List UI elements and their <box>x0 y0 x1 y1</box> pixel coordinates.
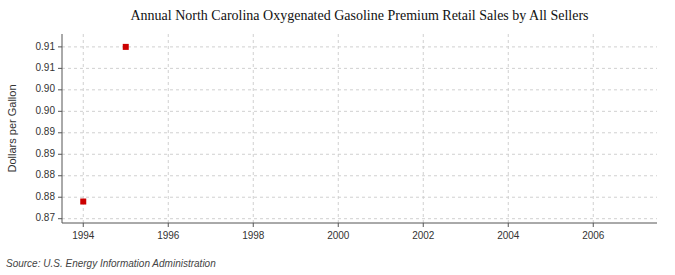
y-tick-label: 0.88 <box>36 169 56 180</box>
x-grid-line <box>253 34 254 223</box>
y-tick-label: 0.91 <box>36 62 56 73</box>
chart: 0.87 0.88 0.88 0.89 0.89 0.90 0.90 0.91 0.91 1994… <box>0 0 675 275</box>
x-grid-line <box>168 34 169 223</box>
x-grid-line <box>83 34 84 223</box>
y-tick <box>58 111 62 112</box>
x-tick-label: 1998 <box>242 230 265 241</box>
y-grid-line <box>62 218 657 219</box>
y-tick-label: 0.88 <box>36 191 56 202</box>
y-tick-label: 0.90 <box>36 105 56 116</box>
y-tick <box>58 46 62 47</box>
y-grid-line <box>62 132 657 133</box>
y-tick-label: 0.90 <box>36 83 56 94</box>
x-tick-label: 1994 <box>72 230 95 241</box>
x-tick-label: 2000 <box>327 230 350 241</box>
y-tick <box>58 89 62 90</box>
grid <box>62 34 657 223</box>
x-tick <box>338 223 339 227</box>
y-grid-line <box>62 68 657 69</box>
y-tick <box>58 68 62 69</box>
y-axis-label: Dollars per Gallon <box>6 84 18 172</box>
x-grid-line <box>423 34 424 223</box>
y-tick <box>58 197 62 198</box>
y-grid-line <box>62 175 657 176</box>
x-grid-line <box>338 34 339 223</box>
y-tick-label: 0.89 <box>36 126 56 137</box>
y-tick <box>58 132 62 133</box>
x-grid-line <box>508 34 509 223</box>
x-tick <box>253 223 254 227</box>
x-tick-label: 2002 <box>412 230 435 241</box>
point <box>80 199 86 205</box>
points <box>80 44 129 205</box>
y-axis-line <box>62 34 63 223</box>
y-tick <box>58 218 62 219</box>
x-tick <box>168 223 169 227</box>
x-tick <box>83 223 84 227</box>
y-tick <box>58 154 62 155</box>
x-tick-label: 1996 <box>157 230 180 241</box>
x-tick <box>593 223 594 227</box>
axes: 0.87 0.88 0.88 0.89 0.89 0.90 0.90 0.91 0.91 1994… <box>36 34 657 241</box>
point <box>123 44 129 50</box>
y-tick-label: 0.89 <box>36 148 56 159</box>
x-tick <box>508 223 509 227</box>
y-grid-line <box>62 89 657 90</box>
title: Annual North Carolina Oxygenated Gasolin… <box>130 8 588 23</box>
y-grid-line <box>62 111 657 112</box>
x-axis-line <box>62 223 657 224</box>
y-tick <box>58 175 62 176</box>
x-grid-line <box>593 34 594 223</box>
y-grid-line <box>62 154 657 155</box>
y-tick-label: 0.87 <box>36 212 56 223</box>
y-tick-label: 0.91 <box>36 41 56 52</box>
y-grid-line <box>62 197 657 198</box>
x-tick-label: 2004 <box>497 230 520 241</box>
y-grid-line <box>62 46 657 47</box>
source-note: Source: U.S. Energy Information Administ… <box>6 258 216 269</box>
x-tick <box>423 223 424 227</box>
x-tick-label: 2006 <box>582 230 605 241</box>
